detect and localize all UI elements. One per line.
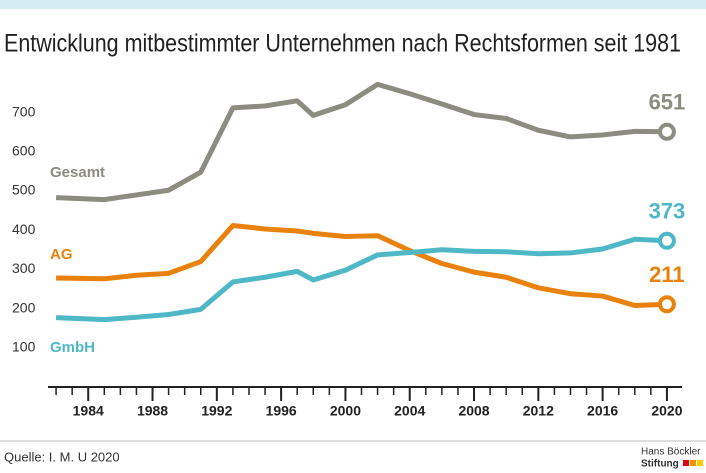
end-marker — [657, 122, 676, 141]
top-band — [0, 0, 706, 9]
end-marker — [657, 231, 676, 250]
y-tick-label: 100 — [12, 339, 36, 355]
series-line — [55, 81, 667, 203]
x-tick-label: 2020 — [651, 403, 682, 419]
x-tick-label: 2000 — [330, 403, 361, 419]
series-line — [55, 236, 668, 323]
logo-line1: Hans Böckler — [641, 447, 701, 458]
x-tick-label: 1996 — [266, 403, 297, 419]
series-label: GmbH — [50, 339, 95, 356]
y-tick-label: 400 — [12, 221, 36, 237]
chart-title: Entwicklung mitbestimmter Unternehmen na… — [4, 29, 681, 57]
value-label: 373 — [649, 199, 686, 224]
source: Quelle: I. M. U 2020 — [4, 449, 120, 464]
logo-square — [690, 460, 696, 466]
x-tick-label: 1992 — [201, 403, 232, 419]
x-tick-label: 1984 — [73, 403, 104, 419]
x-tick-label: 2008 — [458, 403, 489, 419]
logo-line2: Stiftung — [641, 459, 679, 470]
x-tick-label: 1988 — [137, 403, 168, 419]
end-marker — [657, 295, 676, 314]
y-tick-label: 200 — [12, 299, 36, 315]
series-line — [56, 222, 668, 308]
logo-square — [697, 460, 703, 466]
series-label: AG — [50, 246, 73, 263]
x-tick-label: 2012 — [523, 403, 554, 419]
logo-square — [683, 460, 689, 466]
y-tick-label: 300 — [12, 260, 36, 276]
series-label: Gesamt — [50, 164, 105, 181]
y-tick-label: 500 — [12, 182, 36, 198]
y-tick-label: 700 — [12, 103, 36, 119]
value-label: 211 — [649, 262, 685, 287]
y-tick-label: 600 — [12, 143, 36, 159]
value-label: 651 — [649, 90, 686, 115]
x-tick-label: 2016 — [587, 403, 618, 419]
x-tick-label: 2004 — [394, 403, 425, 419]
